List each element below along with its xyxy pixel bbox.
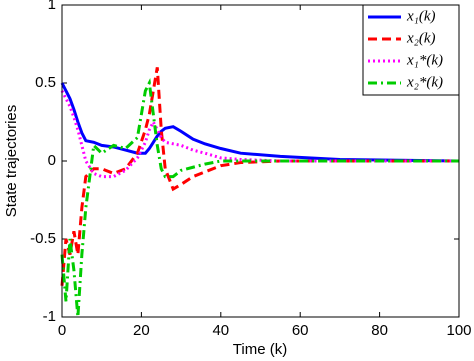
x-axis-label: Time (k) — [233, 341, 287, 358]
y-tick-label: 0.5 — [35, 74, 56, 91]
series-line — [60, 82, 460, 163]
legend-label: x₂(k) — [406, 30, 436, 46]
legend-label: x₁(k) — [406, 8, 436, 24]
y-axis-label: State trajectories — [3, 105, 20, 218]
series-line — [60, 77, 459, 318]
x-tick-label: 100 — [446, 322, 471, 339]
x-tick-label: 20 — [133, 322, 150, 339]
y-tick-label: -0.5 — [30, 230, 56, 247]
legend-label: x₁*(k) — [406, 52, 443, 68]
plot-frame — [61, 4, 460, 318]
y-tick-label: 0 — [48, 152, 56, 169]
x-tick-label: 0 — [58, 322, 66, 339]
y-tick-label: -1 — [43, 308, 56, 325]
y-tick-label: 1 — [48, 0, 56, 13]
legend-box — [362, 4, 460, 96]
x-tick-label: 80 — [371, 322, 388, 339]
series-line — [60, 90, 459, 179]
legend-label: x₂*(k) — [406, 74, 443, 90]
series-line — [60, 67, 459, 286]
x-tick-label: 60 — [292, 322, 309, 339]
x-tick-label: 40 — [212, 322, 229, 339]
